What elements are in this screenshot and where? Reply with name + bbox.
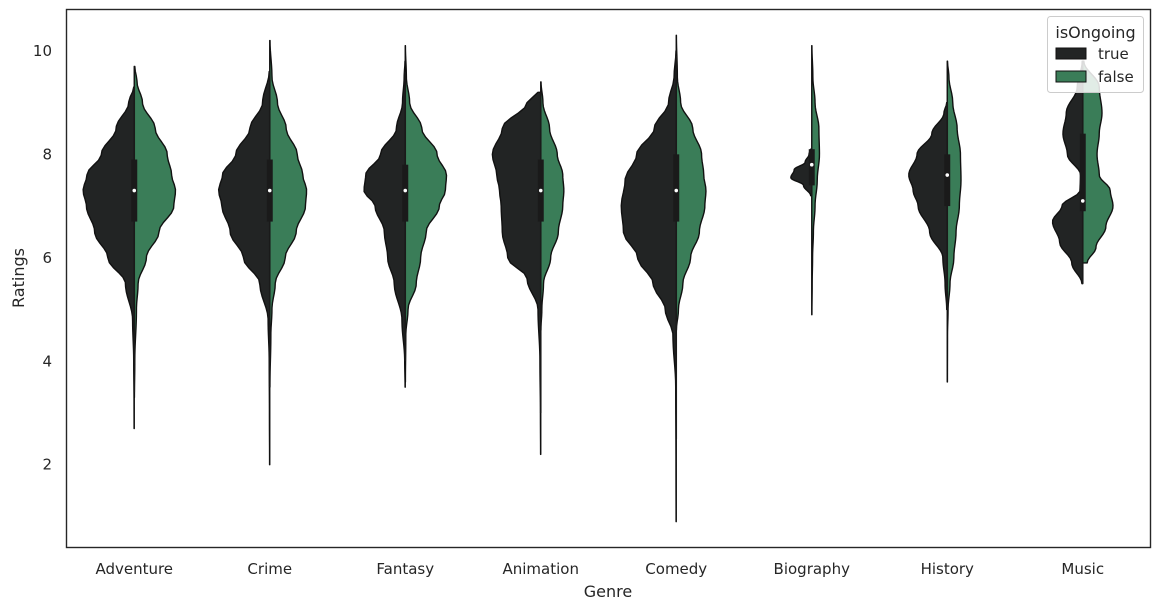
x-tick-label-animation: Animation: [503, 560, 579, 578]
iqr-box-music: [1079, 133, 1086, 212]
median-marker-history: [945, 173, 950, 177]
y-tick-label: 4: [42, 352, 52, 370]
violin-true-history: [908, 101, 948, 311]
x-tick-label-music: Music: [1061, 560, 1104, 578]
x-axis: Adventure Crime Fantasy Animation Comedy Biog…: [95, 560, 1104, 578]
plot-frame: [65, 8, 1152, 549]
legend-swatch-true: [1055, 47, 1087, 60]
iqr-box-comedy: [673, 154, 680, 222]
y-axis-title: Ratings: [9, 248, 28, 308]
median-marker-comedy: [674, 188, 679, 193]
y-tick-label: 8: [42, 145, 52, 163]
legend: isOngoing true false: [1047, 16, 1144, 93]
x-tick-label-fantasy: Fantasy: [376, 560, 434, 578]
median-marker-music: [1080, 199, 1085, 203]
violin-true-biography: [790, 148, 813, 197]
x-axis-title: Genre: [584, 582, 632, 601]
y-axis: 2 4 6 8 10: [33, 42, 52, 474]
violin-false-adventure: [133, 65, 177, 399]
legend-label-true: true: [1098, 45, 1129, 63]
violin-false-comedy: [675, 34, 707, 331]
x-tick-label-crime: Crime: [247, 560, 292, 578]
median-marker-animation: [538, 188, 543, 193]
violin-false-fantasy: [404, 45, 448, 383]
legend-title: isOngoing: [1055, 23, 1135, 42]
iqr-box-history: [944, 154, 951, 207]
legend-swatch-false: [1055, 70, 1087, 83]
violin-true-adventure: [82, 86, 135, 430]
legend-label-false: false: [1098, 68, 1134, 86]
median-marker-biography: [809, 162, 814, 167]
x-tick-label-adventure: Adventure: [95, 560, 173, 578]
x-tick-label-history: History: [921, 560, 974, 578]
violin-false-crime: [269, 39, 308, 388]
iqr-box-biography: [808, 149, 815, 186]
violin-true-crime: [217, 70, 271, 466]
violin-true-comedy: [620, 50, 677, 523]
violin-true-fantasy: [363, 60, 406, 388]
box-layer: [131, 56, 1086, 439]
iqr-box-fantasy: [402, 164, 409, 222]
median-marker-crime: [267, 188, 272, 193]
violin-false-animation: [540, 81, 565, 331]
x-tick-label-comedy: Comedy: [645, 560, 707, 578]
x-tick-label-biography: Biography: [774, 560, 851, 578]
violin-layer: [82, 34, 1114, 523]
violin-false-biography: [811, 45, 821, 316]
violin-true-music: [1051, 60, 1084, 285]
violin-true-animation: [491, 91, 542, 456]
median-marker-adventure: [132, 188, 137, 193]
violin-false-history: [946, 60, 962, 383]
y-tick-label: 2: [42, 456, 52, 474]
y-tick-label: 10: [33, 42, 52, 60]
y-tick-label: 6: [42, 249, 52, 267]
median-marker-fantasy: [403, 188, 408, 193]
